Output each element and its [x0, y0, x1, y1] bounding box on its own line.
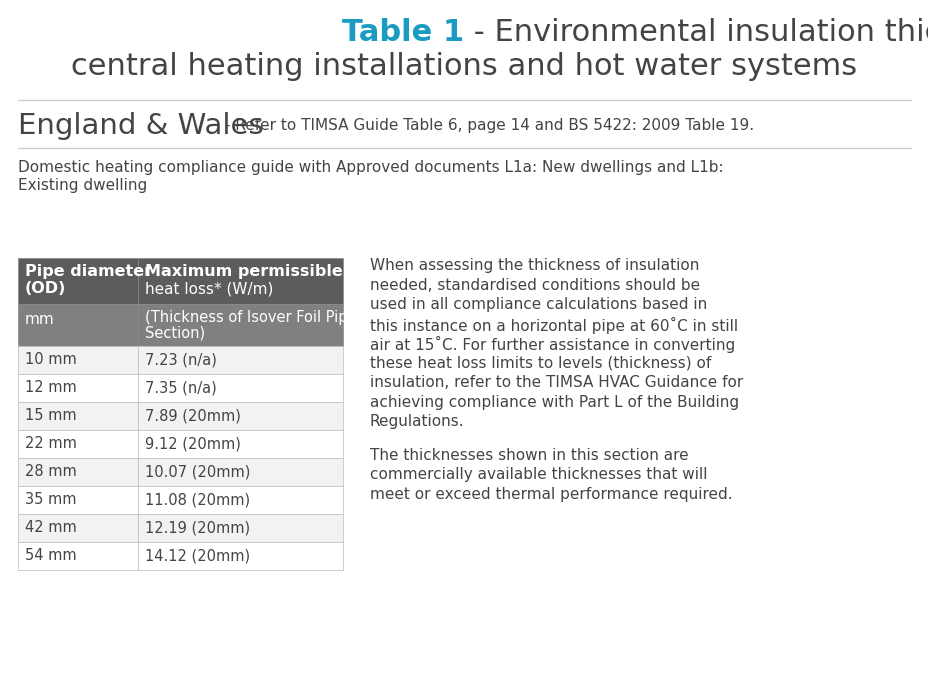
- Text: Section): Section): [145, 325, 205, 340]
- Text: 15 mm: 15 mm: [25, 409, 76, 423]
- Text: commercially available thicknesses that will: commercially available thicknesses that …: [369, 467, 707, 482]
- Bar: [138, 458, 342, 486]
- Text: 12.19 (20mm): 12.19 (20mm): [145, 520, 250, 536]
- Bar: [18, 514, 138, 542]
- Text: 35 mm: 35 mm: [25, 493, 76, 507]
- Text: used in all compliance calculations based in: used in all compliance calculations base…: [369, 297, 706, 312]
- Bar: [18, 486, 138, 514]
- Text: 9.12 (20mm): 9.12 (20mm): [145, 437, 240, 452]
- Bar: [138, 258, 342, 304]
- Text: (Thickness of Isover Foil Pipe: (Thickness of Isover Foil Pipe: [145, 310, 356, 325]
- Text: mm: mm: [25, 312, 55, 327]
- Text: heat loss* (W/m): heat loss* (W/m): [145, 281, 273, 296]
- Text: achieving compliance with Part L of the Building: achieving compliance with Part L of the …: [369, 394, 739, 409]
- Text: 12 mm: 12 mm: [25, 380, 77, 396]
- Text: insulation, refer to the TIMSA HVAC Guidance for: insulation, refer to the TIMSA HVAC Guid…: [369, 375, 742, 390]
- Bar: [18, 542, 138, 570]
- Text: Existing dwelling: Existing dwelling: [18, 178, 148, 193]
- Text: 10 mm: 10 mm: [25, 353, 77, 367]
- Bar: [138, 486, 342, 514]
- Bar: [18, 304, 138, 346]
- Text: England & Wales: England & Wales: [18, 112, 264, 140]
- Bar: [138, 542, 342, 570]
- Text: (OD): (OD): [25, 281, 66, 296]
- Bar: [138, 514, 342, 542]
- Text: 14.12 (20mm): 14.12 (20mm): [145, 548, 250, 563]
- Text: When assessing the thickness of insulation: When assessing the thickness of insulati…: [369, 258, 699, 273]
- Text: 7.23 (n/a): 7.23 (n/a): [145, 353, 216, 367]
- Bar: [138, 346, 342, 374]
- Bar: [18, 258, 138, 304]
- Text: central heating installations and hot water systems: central heating installations and hot wa…: [71, 52, 857, 81]
- Bar: [138, 374, 342, 402]
- Bar: [18, 458, 138, 486]
- Bar: [18, 374, 138, 402]
- Text: 11.08 (20mm): 11.08 (20mm): [145, 493, 250, 507]
- Text: - Environmental insulation thicknesses for domestic: - Environmental insulation thicknesses f…: [463, 18, 928, 47]
- Bar: [18, 430, 138, 458]
- Bar: [18, 346, 138, 374]
- Bar: [138, 430, 342, 458]
- Text: Domestic heating compliance guide with Approved documents L1a: New dwellings and: Domestic heating compliance guide with A…: [18, 160, 723, 175]
- Text: air at 15˚C. For further assistance in converting: air at 15˚C. For further assistance in c…: [369, 336, 734, 353]
- Text: Regulations.: Regulations.: [369, 414, 464, 429]
- Text: 7.35 (n/a): 7.35 (n/a): [145, 380, 216, 396]
- Text: 42 mm: 42 mm: [25, 520, 77, 536]
- Text: The thicknesses shown in this section are: The thicknesses shown in this section ar…: [369, 448, 688, 462]
- Text: this instance on a horizontal pipe at 60˚C in still: this instance on a horizontal pipe at 60…: [369, 316, 738, 334]
- Text: 22 mm: 22 mm: [25, 437, 77, 452]
- Text: Table 1: Table 1: [342, 18, 463, 47]
- Bar: [18, 402, 138, 430]
- Text: 7.89 (20mm): 7.89 (20mm): [145, 409, 240, 423]
- Text: 28 mm: 28 mm: [25, 464, 77, 479]
- Text: - Refer to TIMSA Guide Table 6, page 14 and BS 5422: 2009 Table 19.: - Refer to TIMSA Guide Table 6, page 14 …: [220, 118, 754, 133]
- Text: Pipe diameter: Pipe diameter: [25, 264, 152, 279]
- Bar: [138, 402, 342, 430]
- Bar: [138, 304, 342, 346]
- Text: these heat loss limits to levels (thickness) of: these heat loss limits to levels (thickn…: [369, 355, 711, 371]
- Text: 54 mm: 54 mm: [25, 548, 76, 563]
- Text: 10.07 (20mm): 10.07 (20mm): [145, 464, 251, 479]
- Text: Maximum permissible: Maximum permissible: [145, 264, 342, 279]
- Text: meet or exceed thermal performance required.: meet or exceed thermal performance requi…: [369, 487, 732, 501]
- Text: needed, standardised conditions should be: needed, standardised conditions should b…: [369, 277, 700, 293]
